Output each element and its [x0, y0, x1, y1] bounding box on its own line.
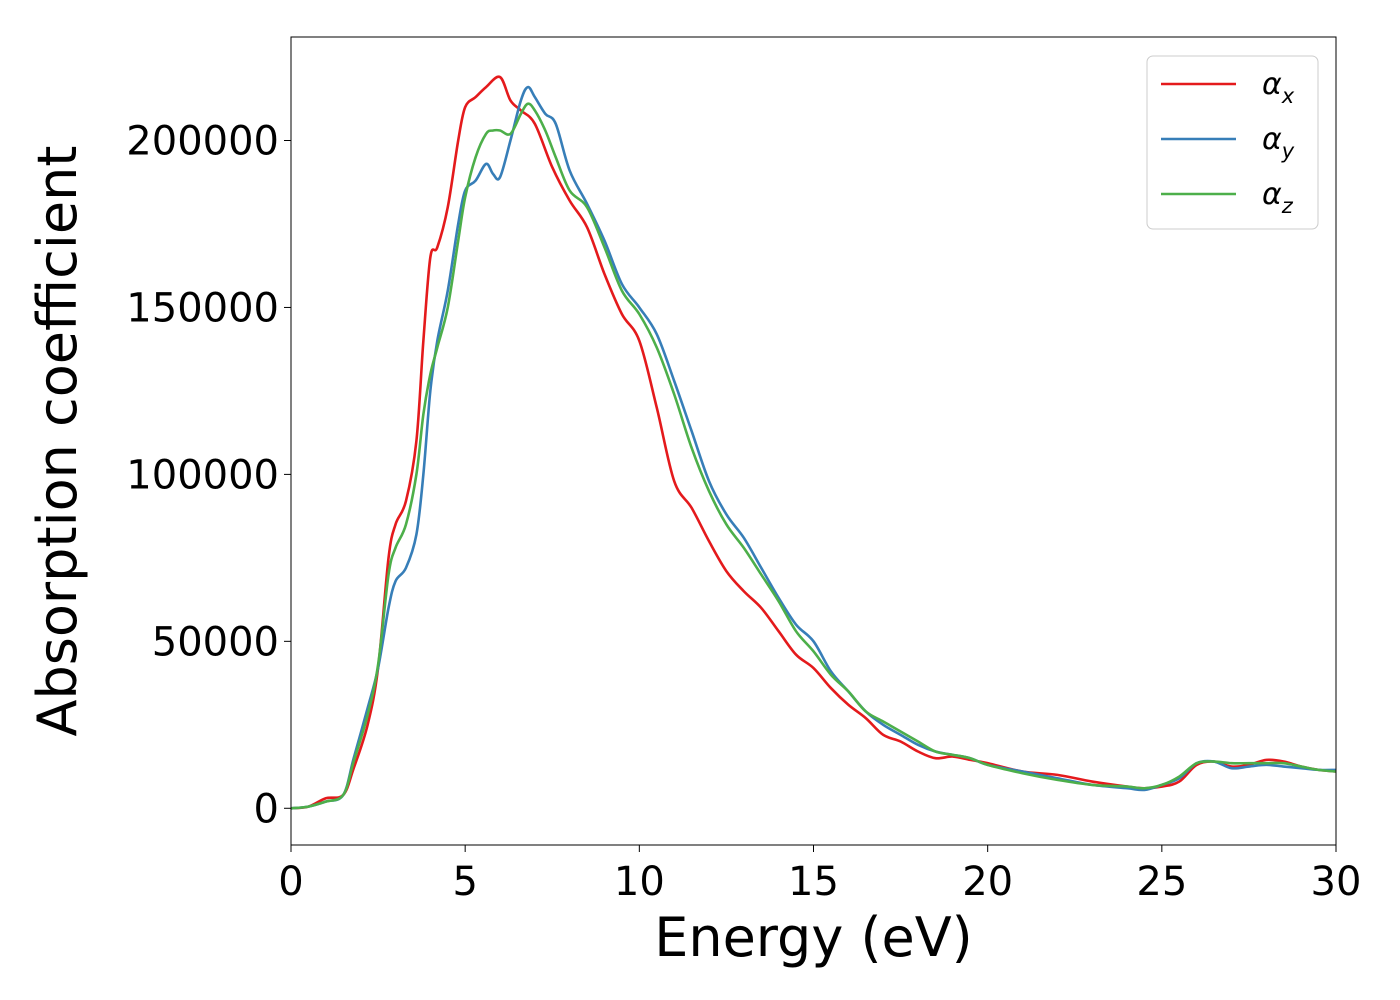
series-line-y	[291, 85, 1336, 810]
y-tick-label: 0	[254, 786, 279, 832]
x-tick-label: 0	[278, 859, 303, 905]
x-tick-label: 25	[1136, 859, 1187, 905]
legend-box	[1146, 55, 1319, 230]
y-tick-label: 200000	[126, 119, 279, 165]
y-tick-label: 100000	[126, 452, 279, 498]
x-tick-label: 10	[614, 859, 665, 905]
legend-label-x: αx	[1262, 67, 1295, 108]
series-line-z	[291, 102, 1336, 810]
x-tick-label: 15	[788, 859, 839, 905]
x-axis-ticks: 0 5 10 15 20 25 30	[278, 845, 1361, 905]
y-axis-ticks: 0 50000 100000 150000 200000	[126, 119, 291, 832]
x-tick-label: 20	[962, 859, 1013, 905]
series-group	[291, 75, 1336, 810]
x-axis-label: Energy (eV)	[654, 906, 973, 969]
y-axis-label: Absorption coefficient	[26, 146, 89, 737]
x-tick-label: 30	[1311, 859, 1362, 905]
y-tick-label: 150000	[126, 285, 279, 331]
y-tick-label: 50000	[152, 619, 279, 665]
x-tick-label: 5	[452, 859, 477, 905]
